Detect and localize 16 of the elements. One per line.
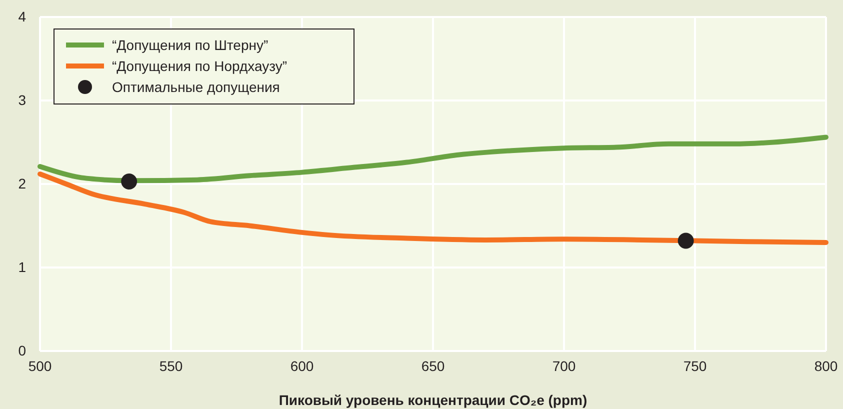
y-tick-label: 3 [18,92,26,108]
x-tick-label: 750 [683,358,707,374]
x-tick-label: 800 [814,358,838,374]
y-tick-label: 2 [18,175,26,192]
y-tick-label: 0 [18,342,26,358]
legend-label: Оптимальные допущения [112,79,280,95]
x-axis-title: Пиковый уровень концентрации CO₂e (ppm) [278,392,588,408]
legend-label: “Допущения по Нордхаузу” [112,58,288,74]
legend-label: “Допущения по Штерну” [112,37,268,53]
x-tick-label: 500 [28,358,52,374]
y-tick-label: 4 [18,8,26,24]
y-tick-label: 1 [18,258,26,275]
x-tick-label: 550 [159,358,183,374]
x-tick-label: 600 [290,358,314,374]
x-tick-label: 700 [552,358,576,374]
x-tick-label: 650 [421,358,445,374]
